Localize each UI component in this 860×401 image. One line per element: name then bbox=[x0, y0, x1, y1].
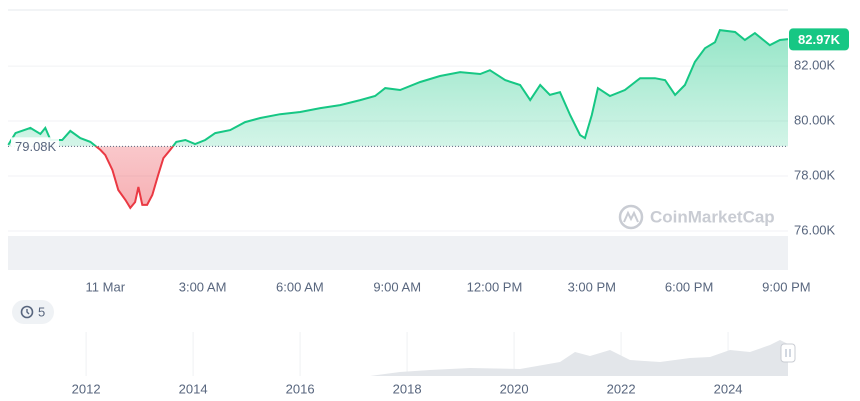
navigator-year: 2022 bbox=[607, 381, 636, 396]
baseline-label-bg bbox=[11, 137, 59, 156]
x-tick-label: 6:00 PM bbox=[665, 279, 713, 294]
navigator-year: 2020 bbox=[500, 381, 529, 396]
x-tick-label: 3:00 PM bbox=[568, 279, 616, 294]
navigator-area bbox=[370, 340, 788, 376]
baseline-label: 79.08K bbox=[15, 139, 57, 154]
x-tick-label: 6:00 AM bbox=[276, 279, 324, 294]
area-down bbox=[95, 146, 173, 208]
volume-area bbox=[8, 236, 788, 270]
handle-grip bbox=[785, 349, 791, 357]
watermark: CoinMarketCap bbox=[618, 204, 775, 230]
price-line bbox=[7, 29, 789, 147]
area-up bbox=[8, 30, 788, 147]
y-tick-label: 82.00K bbox=[794, 58, 836, 73]
watermark-text: CoinMarketCap bbox=[650, 207, 775, 226]
navigator-year: 2016 bbox=[286, 381, 315, 396]
navigator-year: 2012 bbox=[72, 381, 101, 396]
range-button[interactable]: 5 bbox=[12, 300, 54, 324]
price-tag-label: 82.97K bbox=[798, 32, 841, 47]
navigator-year: 2018 bbox=[393, 381, 422, 396]
y-tick-label: 78.00K bbox=[794, 167, 836, 182]
x-tick-label: 3:00 AM bbox=[179, 279, 227, 294]
range-label: 5 bbox=[38, 304, 45, 319]
price-tag bbox=[789, 28, 849, 51]
navigator-year: 2024 bbox=[714, 381, 743, 396]
navigator-year: 2014 bbox=[179, 381, 208, 396]
y-tick-label: 76.00K bbox=[794, 222, 836, 237]
navigator-handle[interactable] bbox=[780, 343, 796, 363]
y-tick-label: 80.00K bbox=[794, 112, 836, 127]
x-tick-label: 9:00 PM bbox=[762, 279, 810, 294]
price-line-down bbox=[94, 146, 175, 210]
x-tick-label: 11 Mar bbox=[86, 279, 126, 294]
x-tick-label: 9:00 AM bbox=[373, 279, 421, 294]
x-tick-label: 12:00 PM bbox=[467, 279, 523, 294]
